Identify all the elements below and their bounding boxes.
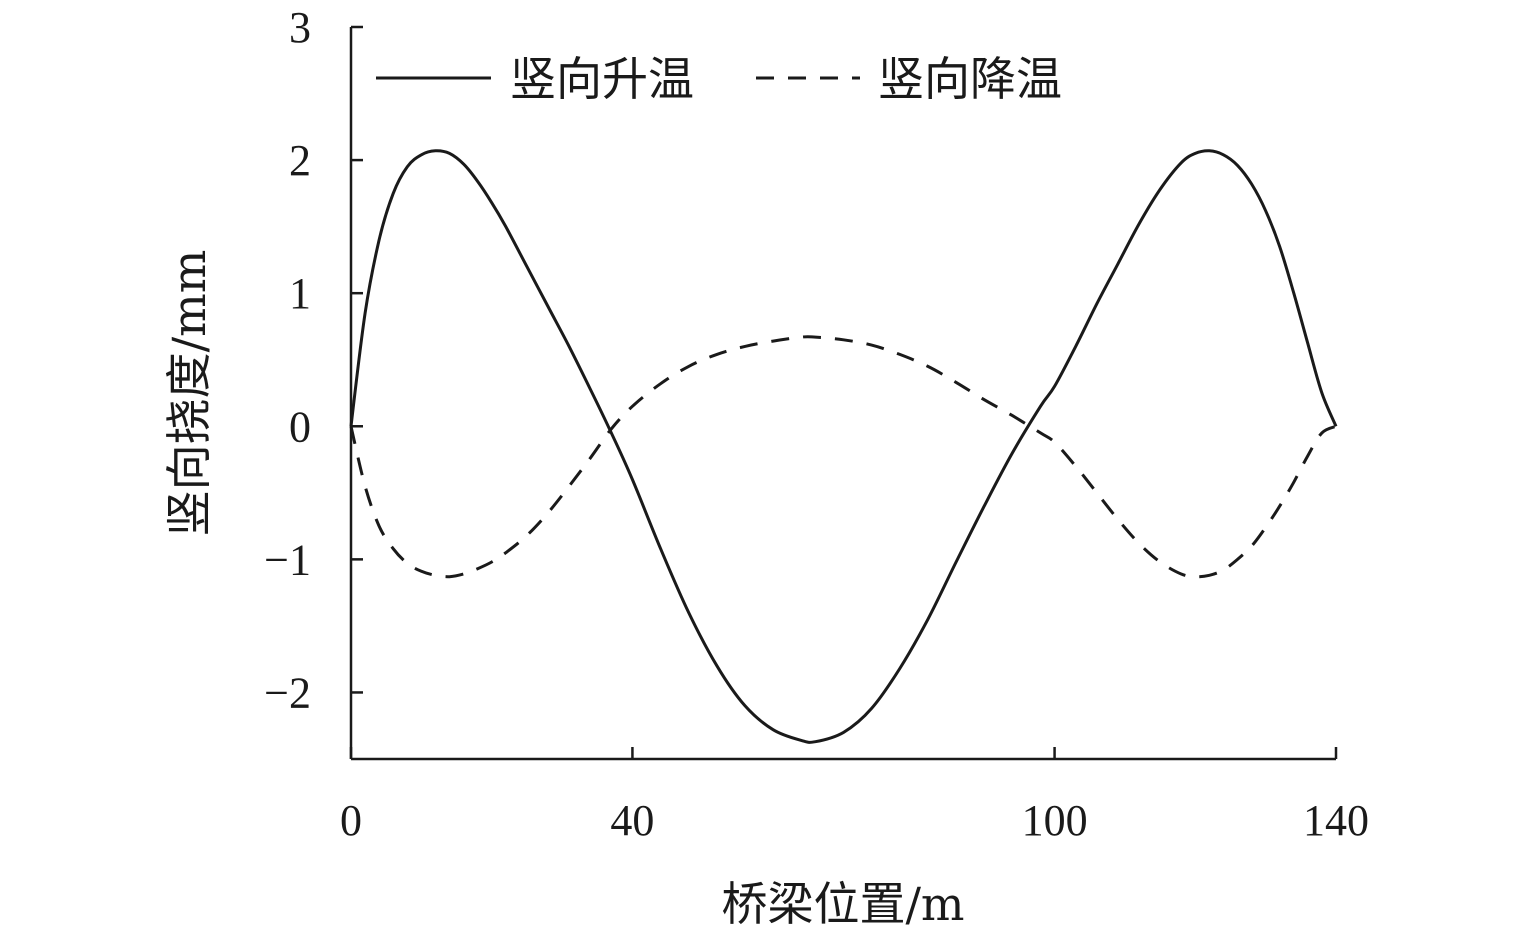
x-tick-label: 100 xyxy=(1022,796,1088,845)
x-tick-label: 140 xyxy=(1303,796,1369,845)
legend-label-heating: 竖向升温 xyxy=(510,52,694,106)
y-axis-ticks: −2 −1 0 1 2 3 xyxy=(264,3,363,717)
x-axis-ticks: 0 40 100 140 xyxy=(340,747,1369,845)
y-tick-label: 1 xyxy=(289,269,311,318)
legend: 竖向升温 竖向降温 xyxy=(376,52,1062,106)
x-tick-label: 40 xyxy=(610,796,654,845)
series-line-cooling xyxy=(349,335,1337,579)
y-tick-label: 3 xyxy=(289,3,311,52)
y-tick-label: −2 xyxy=(264,668,311,717)
legend-label-cooling: 竖向降温 xyxy=(878,52,1062,106)
series-line-heating xyxy=(349,149,1338,744)
x-axis-title: 桥梁位置/m xyxy=(721,877,964,931)
x-tick-label: 0 xyxy=(340,796,362,845)
y-tick-label: 2 xyxy=(289,136,311,185)
y-axis-title: 竖向挠度/mm xyxy=(162,250,216,537)
y-tick-label: −1 xyxy=(264,535,311,584)
plot-area xyxy=(349,149,1338,744)
y-tick-label: 0 xyxy=(289,402,311,451)
